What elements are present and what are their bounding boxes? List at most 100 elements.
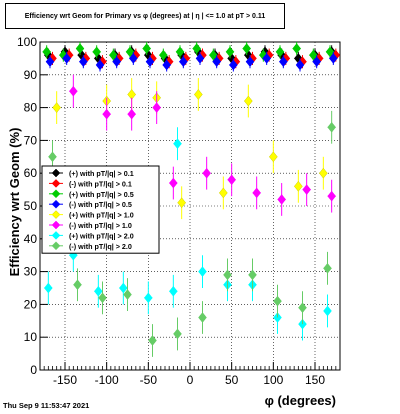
data-point (279, 56, 288, 68)
timestamp: Thu Sep 9 11:53:47 2021 (3, 401, 90, 410)
data-point (45, 56, 55, 68)
data-point (273, 295, 282, 307)
data-point (269, 151, 278, 163)
data-point (329, 52, 338, 64)
data-point (148, 335, 157, 346)
data-point (79, 56, 88, 68)
legend-entry: (+) with pT/|q| > 0.5 (69, 190, 134, 199)
data-point (262, 52, 271, 64)
data-point (242, 43, 251, 54)
data-point (319, 167, 328, 179)
y-tick-label: 30 (24, 265, 38, 279)
data-point (123, 289, 132, 300)
data-point (295, 59, 305, 71)
data-point (162, 59, 171, 71)
legend-box (41, 165, 160, 254)
data-point (175, 46, 185, 58)
chart-title-box: Efficiency wrt Geom for Primary vs φ (de… (5, 3, 285, 29)
x-tick-label: -100 (95, 373, 119, 387)
data-point (327, 121, 336, 133)
data-point (312, 56, 321, 68)
data-point (98, 292, 107, 304)
data-point (127, 108, 136, 120)
data-point (42, 46, 51, 58)
data-point (223, 269, 232, 281)
data-point (245, 56, 255, 68)
data-point (152, 102, 161, 114)
x-tick-label: 0 (187, 373, 194, 387)
data-point (202, 167, 211, 179)
data-points (42, 42, 341, 357)
x-tick-label: 150 (305, 373, 325, 387)
data-point (212, 56, 221, 68)
data-point (109, 49, 118, 61)
data-point (325, 46, 335, 58)
y-tick-label: 40 (24, 232, 38, 246)
x-tick-label: 50 (225, 373, 239, 387)
data-point (219, 187, 228, 199)
data-point (323, 262, 332, 274)
data-point (294, 180, 303, 192)
data-point (48, 151, 57, 163)
data-point (173, 328, 182, 340)
y-tick-label: 70 (24, 133, 38, 147)
data-point (209, 49, 218, 61)
y-tick-label: 100 (17, 35, 37, 49)
data-point (69, 85, 78, 97)
data-point (119, 282, 128, 294)
data-point (277, 194, 286, 205)
data-point (229, 59, 238, 71)
y-tick-label: 0 (30, 363, 37, 377)
data-point (198, 266, 207, 278)
data-point (225, 46, 235, 58)
data-point (62, 52, 71, 64)
y-tick-label: 90 (24, 68, 38, 82)
data-point (298, 302, 307, 314)
data-point (125, 46, 135, 58)
y-tick-label: 80 (24, 101, 38, 115)
legend: (+) with pT/|q| > 0.1(-) with pT/|q| > 0… (41, 165, 160, 254)
data-point (142, 43, 151, 54)
data-point (144, 292, 153, 304)
data-point (198, 312, 207, 323)
data-point (227, 174, 236, 186)
data-point (275, 46, 285, 58)
data-point (159, 49, 168, 61)
y-axis-label: Efficiency wrt Geom (%) (7, 128, 22, 277)
data-point (112, 56, 121, 68)
data-point (323, 305, 332, 317)
data-point (75, 43, 85, 54)
data-point (52, 102, 61, 114)
data-point (169, 285, 178, 297)
data-point (44, 282, 53, 294)
data-point (169, 177, 178, 189)
legend-entry: (-) with pT/|q| > 0.5 (69, 200, 132, 209)
data-point (179, 56, 188, 68)
data-point (92, 46, 101, 58)
axis-ticks: -150 -100 -50 0 50 100 150 0 10 20 30 40 50 60 70 80 90 1… (17, 35, 337, 387)
data-point (292, 43, 301, 54)
data-point (195, 52, 205, 64)
data-point (129, 52, 138, 64)
legend-entry: (-) with pT/|q| > 2.0 (69, 242, 132, 251)
y-tick-label: 60 (24, 166, 38, 180)
data-point (102, 108, 111, 120)
data-point (192, 43, 201, 54)
legend-entry: (+) with pT/|q| > 2.0 (69, 231, 134, 240)
legend-entry: (+) with pT/|q| > 0.1 (69, 169, 134, 178)
x-tick-label: 100 (263, 373, 283, 387)
x-axis-label: φ (degrees) (265, 393, 336, 408)
data-point (327, 190, 336, 202)
x-tick-label: -50 (140, 373, 158, 387)
data-point (309, 49, 318, 61)
data-point (194, 89, 203, 100)
x-tick-label: -150 (53, 373, 77, 387)
data-point (94, 285, 103, 297)
legend-entry: (-) with pT/|q| > 0.1 (69, 179, 132, 188)
y-tick-label: 20 (24, 297, 38, 311)
chart-title: Efficiency wrt Geom for Primary vs φ (de… (24, 12, 266, 20)
data-point (177, 197, 186, 209)
data-point (173, 138, 182, 150)
data-point (252, 187, 261, 199)
